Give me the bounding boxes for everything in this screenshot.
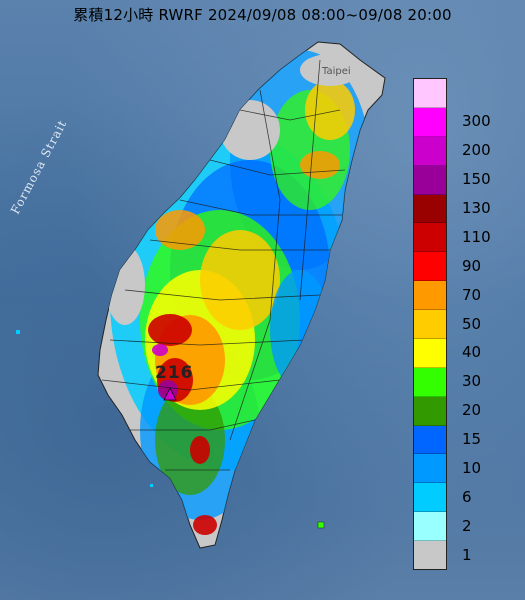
legend-label: 10 [462, 459, 482, 478]
legend-label: 15 [462, 430, 482, 449]
legend-swatch [414, 136, 446, 166]
peak-marker [163, 387, 177, 401]
legend-label: 300 [462, 111, 491, 130]
legend-swatch [414, 107, 446, 137]
legend-color-bar [413, 78, 447, 570]
legend-label: 130 [462, 198, 491, 217]
legend-swatch [414, 310, 446, 339]
legend-swatch [414, 425, 446, 455]
legend-swatch [414, 512, 446, 541]
legend-label: 50 [462, 314, 482, 333]
legend-label: 110 [462, 227, 491, 246]
legend-swatch [414, 223, 446, 253]
legend-swatch [414, 338, 446, 368]
legend-swatch [414, 79, 446, 108]
legend-label: 20 [462, 401, 482, 420]
legend-swatch [414, 483, 446, 513]
legend-swatch [414, 194, 446, 224]
legend-swatch [414, 396, 446, 426]
legend-label: 2 [462, 517, 472, 536]
legend-label: 90 [462, 256, 482, 275]
legend-swatch [414, 367, 446, 397]
legend-swatch [414, 541, 446, 569]
legend-label: 200 [462, 140, 491, 159]
legend-swatch [414, 252, 446, 282]
legend-labels: 300 200 150 130 110 90 70 50 40 30 20 15 10 6 2 1 [462, 96, 522, 568]
legend-swatch [414, 454, 446, 484]
legend-label: 6 [462, 488, 472, 507]
legend-swatch [414, 281, 446, 310]
legend-swatch [414, 165, 446, 195]
legend-label: 30 [462, 372, 482, 391]
city-label: Taipei [322, 66, 351, 77]
legend-label: 1 [462, 546, 472, 565]
legend-label: 40 [462, 343, 482, 362]
legend-label: 150 [462, 169, 491, 188]
peak-value-label: 216 [155, 363, 194, 383]
legend-label: 70 [462, 285, 482, 304]
map-title: 累積12小時 RWRF 2024/09/08 08:00~09/08 20:00 [73, 6, 452, 24]
